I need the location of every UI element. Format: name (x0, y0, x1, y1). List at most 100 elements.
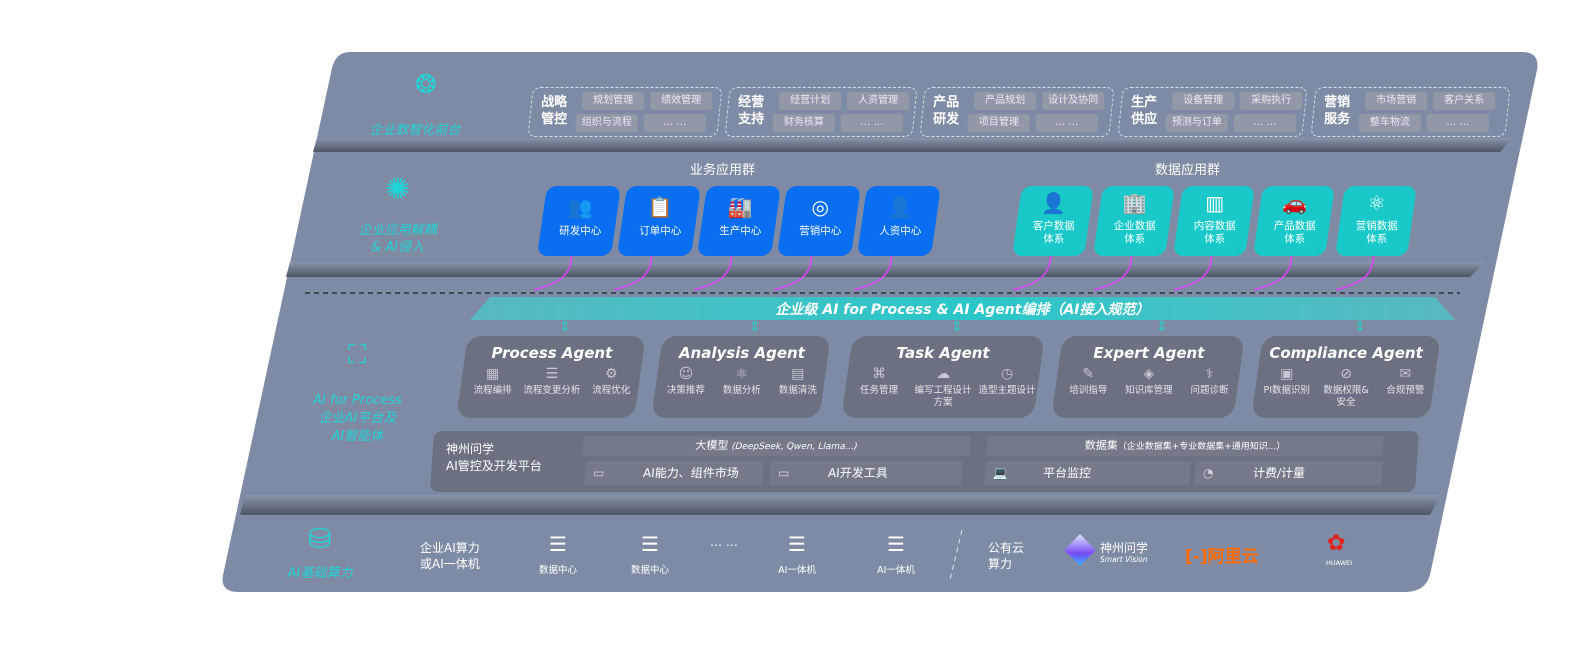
business-group-title: 业务应用群 (690, 163, 756, 178)
connector-arrow (1012, 249, 1052, 291)
agent-capability: ⚛ 数据分析 (714, 366, 770, 397)
card-label: 企业数据 体系 (1113, 220, 1156, 245)
server-item: ☰ 数据中心 (620, 532, 680, 576)
capability-label: 数据清洗 (778, 385, 817, 396)
function-chip: … … (1035, 114, 1098, 132)
agent-capability: ◈ 知识库管理 (1119, 366, 1179, 397)
capability-icon: ⊘ (1340, 366, 1352, 382)
card-inner: 📋 订单中心 (623, 186, 697, 238)
servers-ellipsis: … … (710, 535, 738, 549)
connector-arrow (1093, 249, 1133, 291)
agent-card[interactable]: Task Agent ⌘ 任务管理 ☁ 编写工程设计方案 ◷ 造型主题设计 (841, 336, 1045, 418)
business-app-card[interactable]: 🏭 生产中心 (697, 186, 781, 256)
agent-items: ▣ PI数据识别 ⊘ 数据权限& 安全 ✉ 合规预警 (1257, 366, 1435, 409)
agent-card[interactable]: Expert Agent ✎ 培训指导 ◈ 知识库管理 ⚕ 问题诊断 (1051, 336, 1245, 418)
business-app-card[interactable]: 👤 人资中心 (857, 186, 941, 256)
agent-title: Task Agent (896, 344, 990, 362)
function-group: 生产供应 设备管理 采购执行 预测与订单 … … (1117, 87, 1308, 137)
platform-tool[interactable]: ▭ AI开发工具 (769, 461, 963, 485)
data-system-card[interactable]: 🏢 企业数据 体系 (1093, 186, 1175, 256)
group-title: 经营支持 (738, 95, 765, 127)
capability-icon: ☁ (936, 366, 951, 382)
data-icon: ▥ (1205, 191, 1225, 215)
aliyun-logo-text: 阿里云 (1207, 547, 1259, 567)
connector-arrow (1253, 249, 1293, 291)
function-chip: 市场营销 (1365, 92, 1428, 110)
platform-tool[interactable]: ▭ AI能力、组件市场 (584, 461, 764, 485)
app-icon: ◎ (811, 195, 829, 219)
dataset-note: （企业数据集+专业数据集+通用知识...） (1117, 442, 1286, 452)
agent-card[interactable]: Compliance Agent ▣ PI数据识别 ⊘ 数据权限& 安全 ✉ 合规预警 (1251, 336, 1441, 418)
tool-icon: 💻 (992, 466, 1009, 480)
capability-label: PI数据识别 (1263, 385, 1310, 396)
function-group: 营销服务 市场营销 客户关系 整车物流 … … (1310, 87, 1511, 137)
business-app-card[interactable]: 👥 研发中心 (537, 186, 621, 256)
function-chip: 设备管理 (1172, 92, 1235, 110)
business-app-card[interactable]: ◎ 营销中心 (777, 186, 861, 256)
layer3-label: AI for Process 企业AI平台及 AI智能体 (313, 393, 402, 444)
group-title: 战略管控 (541, 95, 568, 127)
platform-tool[interactable]: ◔ 计费/计量 (1194, 461, 1383, 485)
function-chip: 财务核算 (772, 114, 835, 132)
app-icon: 👥 (567, 195, 593, 219)
platform-tool[interactable]: 💻 平台监控 (984, 461, 1191, 485)
capability-icon: ✉ (1399, 366, 1412, 382)
agent-inner: Task Agent ⌘ 任务管理 ☁ 编写工程设计方案 ◷ 造型主题设计 (847, 344, 1039, 409)
tool-label: AI能力、组件市场 (642, 466, 740, 480)
capability-icon: ⚕ (1205, 366, 1214, 382)
capability-label: 流程优化 (592, 385, 631, 396)
agent-capability: ◷ 造型主题设计 (977, 366, 1037, 409)
app-icon: 🏭 (727, 195, 753, 219)
tool-icon: ◔ (1202, 466, 1214, 480)
card-inner: 🚗 产品数据 体系 (1259, 186, 1331, 246)
agent-inner: Process Agent ▦ 流程编排 ☰ 流程变更分析 ⚙ 流程优化 (463, 344, 641, 397)
data-system-card[interactable]: 👤 客户数据 体系 (1012, 186, 1094, 256)
llm-note: (DeepSeek, Qwen, Llama...) (731, 442, 858, 452)
function-chip: 产品规划 (974, 92, 1037, 110)
capability-icon: ✎ (1082, 366, 1095, 382)
data-system-card[interactable]: ▥ 内容数据 体系 (1173, 186, 1255, 256)
connector-arrow (533, 249, 573, 291)
agent-capability: ⚕ 问题诊断 (1180, 366, 1240, 397)
function-chip: 组织与流程 (575, 114, 638, 132)
face-scan-icon: ⛶ (348, 340, 367, 370)
data-system-card[interactable]: ⚛ 营销数据 体系 (1335, 186, 1417, 256)
card-inner: 🏭 生产中心 (703, 186, 777, 238)
capability-label: 数据分析 (722, 385, 761, 396)
capability-label: 编写工程设计方案 (914, 385, 972, 408)
business-app-card[interactable]: 📋 订单中心 (617, 186, 701, 256)
agent-capability: ☁ 编写工程设计方案 (913, 366, 973, 409)
agent-capability: ▤ 数据清洗 (770, 366, 826, 397)
dataset-bar: 数据集（企业数据集+专业数据集+通用知识...） (986, 436, 1384, 456)
agent-capability: ☰ 流程变更分析 (522, 366, 581, 397)
server-item: ☰ 数据中心 (528, 532, 588, 576)
card-inner: 👤 人资中心 (863, 186, 937, 238)
function-chip: 预测与订单 (1165, 114, 1228, 132)
agent-title: Compliance Agent (1269, 344, 1423, 362)
data-system-card[interactable]: 🚗 产品数据 体系 (1253, 186, 1335, 256)
function-chip: 经营计划 (779, 92, 842, 110)
agent-capability: ▦ 流程编排 (463, 366, 522, 397)
capability-label: 造型主题设计 (978, 385, 1036, 396)
server-rack-icon: ☰ (887, 532, 905, 556)
agent-card[interactable]: Analysis Agent ☺ 决策推荐 ⚛ 数据分析 ▤ 数据清洗 (651, 336, 831, 418)
function-chip: 整车物流 (1358, 114, 1421, 132)
agent-card[interactable]: Process Agent ▦ 流程编排 ☰ 流程变更分析 ⚙ 流程优化 (456, 336, 646, 418)
enterprise-compute-label: 企业AI算力 或AI一体机 (420, 541, 480, 571)
capability-label: 流程编排 (473, 385, 512, 396)
capability-label: 知识库管理 (1125, 385, 1173, 396)
server-label: AI一体机 (778, 565, 816, 576)
function-chip: … … (840, 114, 903, 132)
capability-icon: ☰ (545, 366, 559, 382)
capability-icon: ⌘ (872, 366, 887, 382)
tool-label: AI开发工具 (827, 466, 889, 480)
capability-icon: ▣ (1280, 366, 1294, 382)
server-item: ☰ AI一体机 (767, 532, 827, 576)
bidirectional-arrow-icon: ⇕ (749, 319, 761, 335)
connector-arrow (613, 249, 653, 291)
server-rack-icon: ☰ (788, 532, 806, 556)
agent-items: ✎ 培训指导 ◈ 知识库管理 ⚕ 问题诊断 (1058, 366, 1240, 397)
capability-icon: ☺ (678, 366, 694, 382)
group-title: 生产供应 (1131, 95, 1158, 127)
server-label: AI一体机 (877, 565, 915, 576)
